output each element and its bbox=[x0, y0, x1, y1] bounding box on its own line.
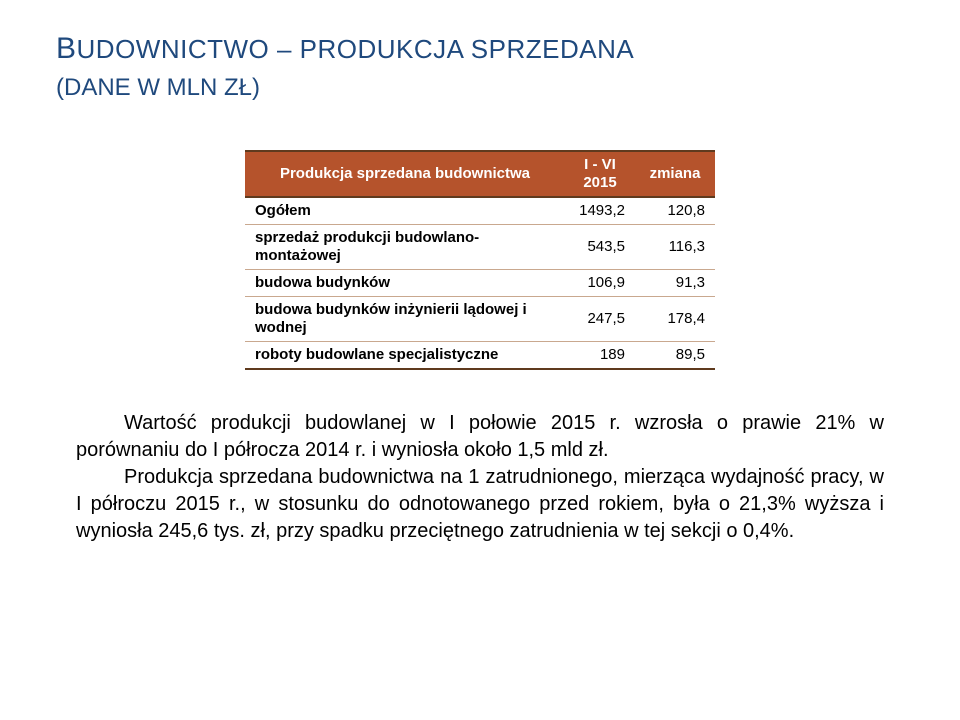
cell-v1: 189 bbox=[565, 342, 635, 370]
paragraph-1: Wartość produkcji budowlanej w I połowie… bbox=[76, 410, 884, 464]
cell-v1: 1493,2 bbox=[565, 197, 635, 225]
cell-v1: 543,5 bbox=[565, 225, 635, 270]
cell-label: Ogółem bbox=[245, 197, 565, 225]
th-ivi: I - VI 2015 bbox=[565, 151, 635, 197]
production-table: Produkcja sprzedana budownictwa I - VI 2… bbox=[245, 150, 715, 370]
th-ivi-line2: 2015 bbox=[575, 174, 625, 192]
table-container: Produkcja sprzedana budownictwa I - VI 2… bbox=[56, 150, 904, 370]
cell-label: budowa budynków bbox=[245, 270, 565, 297]
table-row: Ogółem 1493,2 120,8 bbox=[245, 197, 715, 225]
title-text: BUDOWNICTWO – PRODUKCJA SPRZEDANA bbox=[56, 32, 634, 65]
cell-v2: 178,4 bbox=[635, 297, 715, 342]
cell-label: budowa budynków inżynierii lądowej i wod… bbox=[245, 297, 565, 342]
page-subtitle: (DANE W MLN ZŁ) bbox=[56, 74, 904, 102]
table-row: sprzedaż produkcji budowlano-montażowej … bbox=[245, 225, 715, 270]
table-row: budowa budynków inżynierii lądowej i wod… bbox=[245, 297, 715, 342]
body-text: Wartość produkcji budowlanej w I połowie… bbox=[76, 410, 884, 545]
cell-v2: 89,5 bbox=[635, 342, 715, 370]
cell-label: sprzedaż produkcji budowlano-montażowej bbox=[245, 225, 565, 270]
cell-v2: 120,8 bbox=[635, 197, 715, 225]
paragraph-2: Produkcja sprzedana budownictwa na 1 zat… bbox=[76, 464, 884, 545]
cell-v2: 116,3 bbox=[635, 225, 715, 270]
cell-v1: 247,5 bbox=[565, 297, 635, 342]
th-zmiana: zmiana bbox=[635, 151, 715, 197]
table-row: roboty budowlane specjalistyczne 189 89,… bbox=[245, 342, 715, 370]
th-ivi-line1: I - VI bbox=[575, 156, 625, 174]
cell-v1: 106,9 bbox=[565, 270, 635, 297]
page-title: BUDOWNICTWO – PRODUKCJA SPRZEDANA bbox=[56, 32, 904, 66]
cell-label: roboty budowlane specjalistyczne bbox=[245, 342, 565, 370]
th-label: Produkcja sprzedana budownictwa bbox=[245, 151, 565, 197]
table-row: budowa budynków 106,9 91,3 bbox=[245, 270, 715, 297]
cell-v2: 91,3 bbox=[635, 270, 715, 297]
